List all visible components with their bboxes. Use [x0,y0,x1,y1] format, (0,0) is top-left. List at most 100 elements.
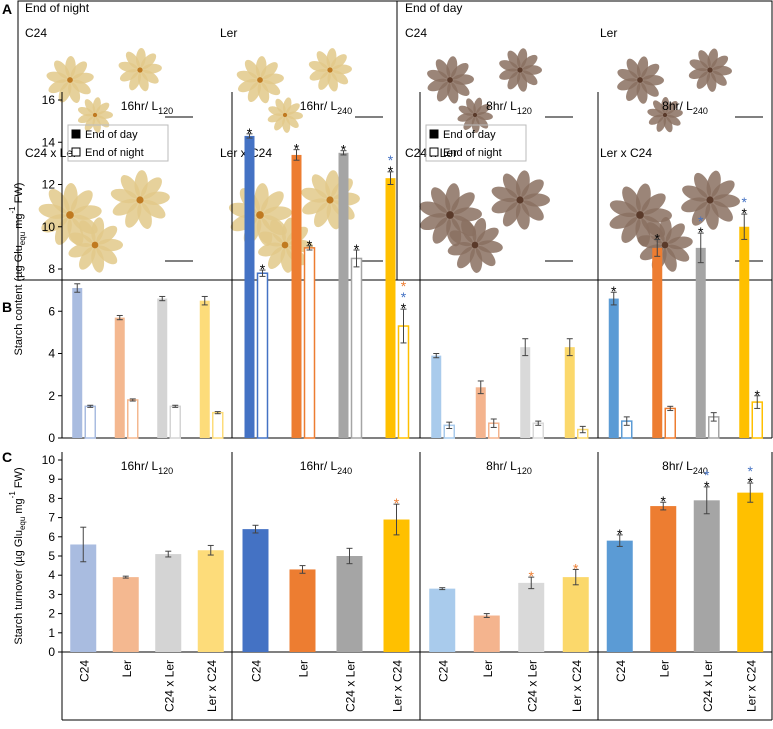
bar [431,356,441,438]
bar [113,577,139,652]
significance-marker: * [247,125,253,141]
bar [476,387,486,438]
x-tick-label: Ler x C24 [570,660,584,712]
rosette-center [257,77,263,83]
y-tick-label: 7 [48,511,55,525]
rosette-center [256,211,264,219]
y-tick-label: 3 [48,587,55,601]
significance-marker: * [529,568,535,584]
group-title-text: 8hr/ L [662,459,693,473]
y-tick-label: 9 [48,472,55,486]
rosette-center [517,67,522,72]
rosette-center [136,196,143,203]
y-tick-label: 0 [48,645,55,659]
bar [650,506,676,652]
bar [85,406,95,438]
rosette-center [706,196,713,203]
x-tick-label: Ler x C24 [205,660,219,712]
rosette-center [472,242,479,249]
x-tick-label: C24 x Ler [525,660,539,712]
legend-label: End of day [85,129,138,141]
y-tick-label: 6 [48,304,55,318]
group-title-text: 8hr/ L [662,99,693,113]
genotype-label: Ler [600,26,617,40]
y-tick-label: 16 [42,93,56,107]
significance-marker: * [573,560,579,576]
y-tick-label: 10 [42,220,56,234]
rosette-center [326,196,333,203]
group-title-sub: 240 [337,466,352,476]
x-tick-label: C24 [77,660,91,682]
y-axis-title-part: equ [18,517,27,530]
rosette-center [636,211,644,219]
bar [337,556,363,652]
y-tick-label: 4 [48,347,55,361]
significance-marker: * [704,467,710,483]
bar [429,589,455,652]
legend-label: End of night [443,147,502,159]
significance-marker: * [742,194,748,210]
significance-marker: * [341,142,347,158]
legend-swatch [72,148,80,156]
bar [155,554,181,652]
panel-label: A [2,1,12,17]
bar [474,616,500,652]
bar [115,318,125,438]
x-tick-label: Ler x C24 [744,660,758,712]
bar [520,347,530,438]
rosette-center [66,211,74,219]
bar [696,248,706,438]
x-tick-label: Ler [481,660,495,677]
genotype-label: C24 [405,26,427,40]
group-title-sub: 120 [517,466,532,476]
bar [258,273,268,438]
y-tick-label: 14 [42,135,56,149]
significance-marker: * [354,241,360,257]
rosette-center [282,242,289,249]
significance-marker: * [755,387,761,403]
group-title-sub: 120 [517,106,532,116]
y-tick-label: 0 [48,431,55,445]
rosette-center [283,113,287,117]
bar [245,136,255,438]
genotype-label: C24 [25,26,47,40]
significance-marker: * [661,493,667,509]
rosette-center [137,67,142,72]
rosette-center [446,211,454,219]
y-tick-label: 10 [42,453,56,467]
rosette-center [447,77,453,83]
bar [292,155,302,438]
bar [737,493,763,652]
rosette-center [516,196,523,203]
y-axis-title-part: Starch content (µg Glu [13,245,25,355]
group-title-sub: 240 [337,106,352,116]
group-title-sub: 120 [158,106,173,116]
panel-label: B [2,299,12,315]
bar [609,299,619,438]
bar [739,227,749,438]
x-tick-label: C24 x Ler [162,660,176,712]
bar [386,178,396,438]
legend-swatch [430,130,438,138]
bar [339,153,349,438]
x-tick-label: C24 [250,660,264,682]
y-tick-label: 12 [42,178,56,192]
y-tick-label: 8 [48,262,55,276]
bar [200,301,210,438]
y-axis-title-part: FW) [13,183,25,207]
group-title-text: 16hr/ L [300,99,338,113]
bar [607,541,633,652]
bar [72,288,82,438]
bar [352,258,362,438]
genotype-label: Ler [220,26,237,40]
panel-label: C [2,449,12,465]
y-tick-label: 1 [48,626,55,640]
y-tick-label: 5 [48,549,55,563]
bar [305,248,315,438]
group-title: 8hr/ L120 [486,459,532,476]
bar [518,583,544,652]
x-tick-label: C24 [436,660,450,682]
y-axis-title-part: mg [13,213,25,231]
bar [157,299,167,438]
